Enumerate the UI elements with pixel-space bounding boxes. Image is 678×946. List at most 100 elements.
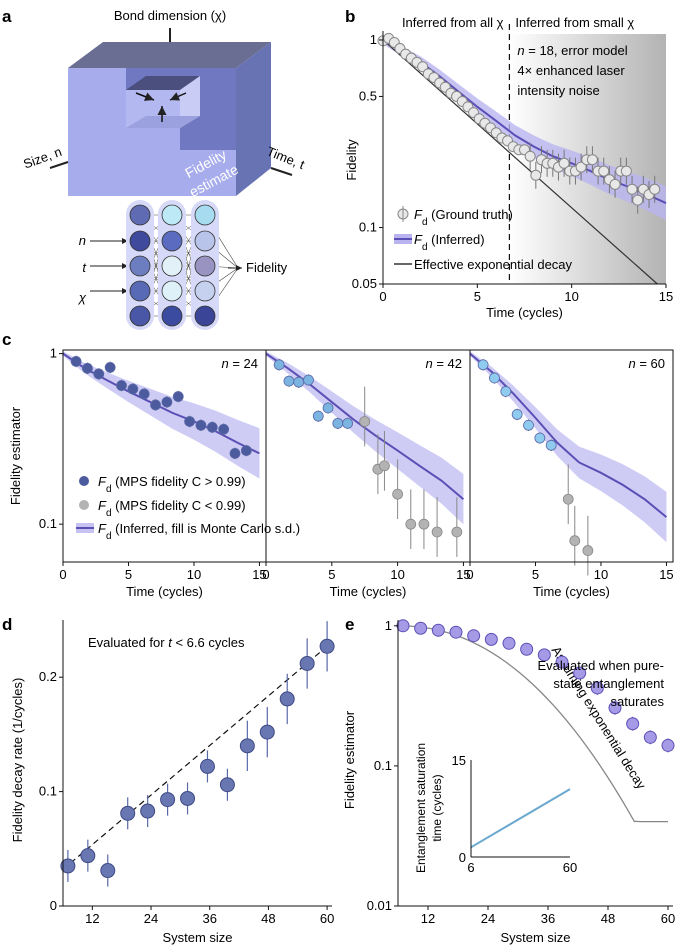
bond-dimension-label: Bond dimension (χ) xyxy=(114,8,226,23)
fidelity-point xyxy=(608,701,622,715)
x-tick-label: 24 xyxy=(481,911,495,926)
y-tick-label: 0.1 xyxy=(374,758,392,773)
mps-high-point xyxy=(127,383,139,395)
nn-node xyxy=(194,204,216,226)
nn-node xyxy=(161,204,183,226)
x-tick-label: 48 xyxy=(261,911,275,926)
x-axis-label: System size xyxy=(162,930,232,945)
fidelity-point xyxy=(396,619,410,633)
ground-truth-point xyxy=(575,161,587,173)
y-tick-label: 1 xyxy=(370,32,377,47)
x-tick-label: 10 xyxy=(390,567,404,582)
mps-low-point xyxy=(392,488,404,500)
mps-high-point xyxy=(172,391,184,402)
y-axis-label: Fidelity estimator xyxy=(8,406,23,505)
x-tick-label: 10 xyxy=(564,289,578,304)
fidelity-point xyxy=(484,632,498,646)
legend-marker-high xyxy=(79,476,89,486)
x-tick-label: 36 xyxy=(541,911,555,926)
legend-label-low: Fd (MPS fidelity C < 0.99) xyxy=(98,498,246,519)
region-left-label: Inferred from all χ xyxy=(402,15,504,30)
annotation-line-2: state entanglement xyxy=(553,676,664,691)
panel-letter-d: d xyxy=(2,615,12,634)
x-tick-label: 5 xyxy=(474,289,481,304)
decay-rate-point xyxy=(100,863,116,879)
mps-low-point xyxy=(582,545,594,556)
inset-x-tick-label: 60 xyxy=(563,860,577,875)
nn-node xyxy=(161,305,183,327)
mps-high-point xyxy=(206,421,218,433)
x-tick-label: 0 xyxy=(262,567,269,582)
ground-truth-point xyxy=(586,154,598,166)
nn-node xyxy=(129,255,151,277)
mps-low-point xyxy=(418,518,430,530)
nn-input-t: t xyxy=(82,260,87,275)
ground-truth-point xyxy=(558,157,570,169)
panel-letter-b: b xyxy=(345,7,355,26)
arrow-in-left-icon xyxy=(135,92,155,101)
decay-rate-point xyxy=(180,790,196,806)
size-axis xyxy=(49,161,69,169)
mps-high-point xyxy=(218,423,230,435)
annotation-line-1: Evaluated when pure- xyxy=(538,658,664,673)
subplot-frame xyxy=(469,349,674,563)
mps-high-point xyxy=(303,374,314,386)
y-tick-label: 0.2 xyxy=(39,669,57,684)
mps-low-point xyxy=(379,460,390,472)
x-tick-label: 12 xyxy=(421,911,435,926)
mps-high-point xyxy=(293,376,305,388)
mps-high-point xyxy=(138,388,150,400)
fidelity-point xyxy=(555,655,569,669)
mps-high-point xyxy=(161,396,173,408)
mps-high-point xyxy=(104,362,116,373)
y-tick-label: 0.1 xyxy=(39,784,57,799)
legend-label-inferred: Fd (Inferred) xyxy=(414,232,485,253)
x-tick-label: 5 xyxy=(328,567,335,582)
panel-letter-a: a xyxy=(2,7,12,26)
x-tick-label: 5 xyxy=(125,567,132,582)
nn-node xyxy=(161,255,183,277)
y-tick-label: 1 xyxy=(50,346,57,361)
mps-high-point xyxy=(116,380,127,391)
mps-low-point xyxy=(562,493,574,505)
mps-high-point xyxy=(477,359,489,371)
ground-truth-point xyxy=(598,165,610,177)
fidelity-point xyxy=(520,642,534,656)
panel-letter-e: e xyxy=(345,615,354,634)
decay-rate-point xyxy=(160,792,176,808)
fidelity-point xyxy=(467,629,481,643)
y-axis-label: Fidelity xyxy=(344,139,359,181)
x-axis-label: System size xyxy=(500,930,570,945)
ground-truth-point xyxy=(620,165,632,177)
nn-output-label: Fidelity xyxy=(246,260,288,275)
mps-high-point xyxy=(195,419,207,431)
legend-marker-low xyxy=(79,500,89,510)
decay-rate-point xyxy=(120,805,136,821)
ground-truth-point xyxy=(417,61,429,73)
cutout-floor xyxy=(126,116,200,128)
mps-low-point xyxy=(405,518,417,530)
x-tick-label: 60 xyxy=(320,911,334,926)
nn-node xyxy=(161,230,183,252)
fidelity-point xyxy=(431,623,445,637)
ground-truth-point xyxy=(524,150,536,162)
x-tick-label: 0 xyxy=(466,567,473,582)
arrow-in-right-icon xyxy=(169,92,187,101)
cutout-top xyxy=(126,76,200,90)
mps-high-point xyxy=(283,375,295,387)
y-tick-label: 0 xyxy=(50,898,57,913)
nn-node xyxy=(129,204,151,226)
nn-node xyxy=(194,255,216,277)
time-axis xyxy=(270,167,293,176)
inset-x-tick-label: 6 xyxy=(467,860,474,875)
mps-high-point xyxy=(70,356,82,367)
panel-letter-c: c xyxy=(2,330,11,349)
subplot-title: n = 42 xyxy=(425,356,462,371)
ground-truth-point xyxy=(632,194,644,206)
decay-rate-point xyxy=(60,858,76,874)
x-tick-label: 5 xyxy=(532,567,539,582)
fidelity-point xyxy=(643,730,657,744)
x-tick-label: 10 xyxy=(594,567,608,582)
cube-diagram: Bond dimension (χ) Fidelity estimate Siz… xyxy=(21,8,307,200)
x-tick-label: 36 xyxy=(202,911,216,926)
